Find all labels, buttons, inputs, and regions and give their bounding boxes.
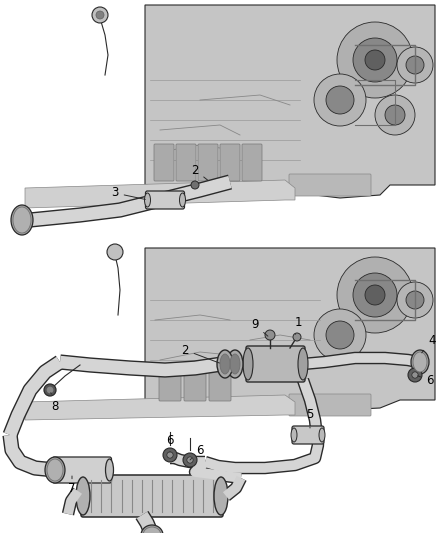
Circle shape bbox=[47, 387, 53, 393]
Circle shape bbox=[187, 457, 193, 463]
FancyBboxPatch shape bbox=[53, 457, 112, 483]
Text: 4: 4 bbox=[422, 334, 436, 353]
Ellipse shape bbox=[411, 350, 429, 374]
Text: 2: 2 bbox=[191, 164, 208, 180]
Circle shape bbox=[314, 74, 366, 126]
Ellipse shape bbox=[413, 352, 427, 372]
Ellipse shape bbox=[220, 354, 230, 374]
Ellipse shape bbox=[298, 348, 308, 380]
FancyBboxPatch shape bbox=[289, 174, 371, 196]
Circle shape bbox=[163, 448, 177, 462]
Circle shape bbox=[326, 86, 354, 114]
FancyBboxPatch shape bbox=[159, 367, 181, 401]
FancyBboxPatch shape bbox=[289, 394, 371, 416]
FancyBboxPatch shape bbox=[292, 426, 324, 444]
FancyBboxPatch shape bbox=[209, 367, 231, 401]
FancyBboxPatch shape bbox=[154, 144, 174, 181]
Circle shape bbox=[96, 11, 104, 19]
Text: 6: 6 bbox=[418, 374, 434, 386]
Ellipse shape bbox=[106, 459, 113, 481]
FancyBboxPatch shape bbox=[81, 475, 223, 517]
Text: 2: 2 bbox=[181, 343, 219, 363]
FancyBboxPatch shape bbox=[246, 346, 305, 382]
Circle shape bbox=[183, 453, 197, 467]
Ellipse shape bbox=[45, 457, 65, 483]
FancyBboxPatch shape bbox=[198, 144, 218, 181]
FancyBboxPatch shape bbox=[220, 144, 240, 181]
Ellipse shape bbox=[180, 193, 186, 207]
Ellipse shape bbox=[214, 477, 228, 515]
Circle shape bbox=[337, 257, 413, 333]
Circle shape bbox=[353, 273, 397, 317]
Ellipse shape bbox=[143, 527, 161, 533]
Ellipse shape bbox=[243, 348, 253, 380]
Circle shape bbox=[167, 452, 173, 458]
Circle shape bbox=[375, 95, 415, 135]
Text: 6: 6 bbox=[166, 433, 174, 452]
Ellipse shape bbox=[413, 352, 427, 372]
Ellipse shape bbox=[319, 428, 325, 442]
Circle shape bbox=[326, 321, 354, 349]
Circle shape bbox=[406, 291, 424, 309]
Text: 5: 5 bbox=[306, 408, 314, 428]
Ellipse shape bbox=[13, 207, 31, 233]
Ellipse shape bbox=[227, 350, 243, 378]
Circle shape bbox=[412, 372, 418, 378]
Circle shape bbox=[385, 105, 405, 125]
Circle shape bbox=[265, 330, 275, 340]
Text: 3: 3 bbox=[111, 187, 145, 199]
Circle shape bbox=[44, 384, 56, 396]
Ellipse shape bbox=[141, 525, 163, 533]
Circle shape bbox=[314, 309, 366, 361]
Ellipse shape bbox=[50, 459, 59, 481]
FancyBboxPatch shape bbox=[145, 191, 184, 209]
Polygon shape bbox=[145, 248, 435, 412]
Ellipse shape bbox=[76, 477, 90, 515]
Circle shape bbox=[365, 285, 385, 305]
Circle shape bbox=[107, 244, 123, 260]
Polygon shape bbox=[145, 5, 435, 198]
Circle shape bbox=[365, 50, 385, 70]
Ellipse shape bbox=[11, 205, 33, 235]
FancyBboxPatch shape bbox=[176, 144, 196, 181]
Circle shape bbox=[397, 282, 433, 318]
Circle shape bbox=[353, 38, 397, 82]
FancyBboxPatch shape bbox=[184, 367, 206, 401]
Circle shape bbox=[92, 7, 108, 23]
Circle shape bbox=[293, 333, 301, 341]
Ellipse shape bbox=[217, 350, 233, 378]
Ellipse shape bbox=[47, 459, 63, 481]
FancyBboxPatch shape bbox=[242, 144, 262, 181]
Text: 7: 7 bbox=[68, 476, 76, 495]
Polygon shape bbox=[25, 395, 295, 420]
Polygon shape bbox=[25, 180, 295, 208]
Ellipse shape bbox=[145, 193, 151, 207]
Text: 6: 6 bbox=[190, 443, 204, 460]
Circle shape bbox=[408, 368, 422, 382]
Circle shape bbox=[191, 181, 199, 189]
Text: 9: 9 bbox=[251, 319, 268, 336]
Circle shape bbox=[337, 22, 413, 98]
Ellipse shape bbox=[230, 354, 240, 374]
Ellipse shape bbox=[291, 428, 297, 442]
Circle shape bbox=[397, 47, 433, 83]
Ellipse shape bbox=[416, 356, 424, 368]
Text: 8: 8 bbox=[51, 393, 59, 413]
Text: 1: 1 bbox=[294, 316, 302, 334]
Circle shape bbox=[406, 56, 424, 74]
